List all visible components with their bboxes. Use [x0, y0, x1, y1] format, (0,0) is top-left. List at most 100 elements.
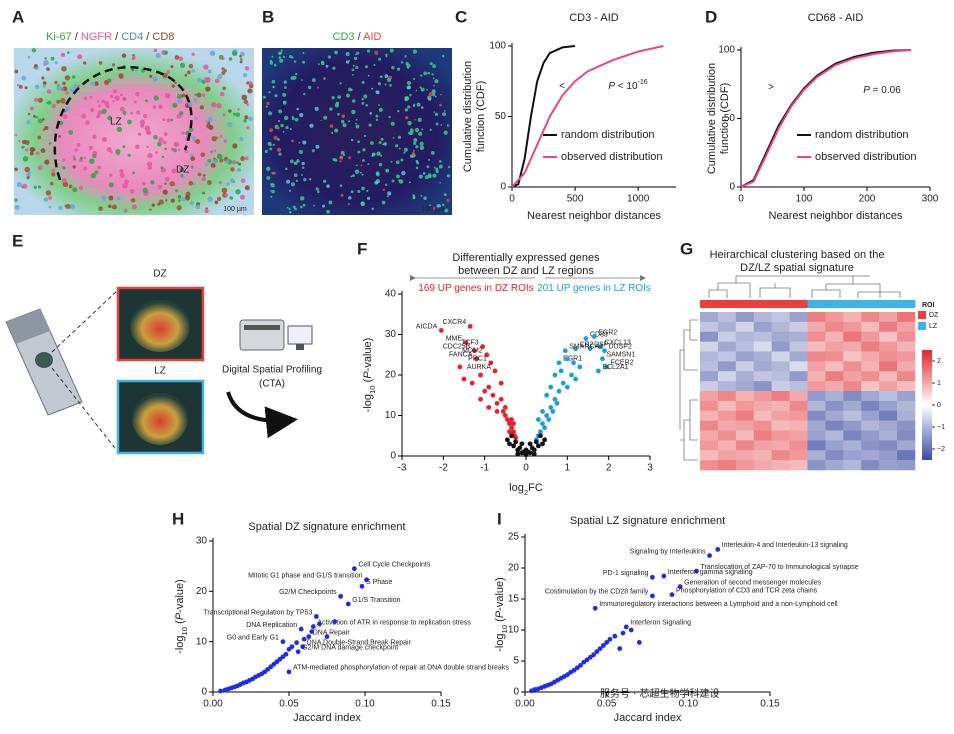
cell — [247, 88, 253, 94]
cell — [61, 177, 67, 183]
cell — [315, 144, 320, 149]
cell — [107, 115, 113, 121]
heat-cell — [807, 450, 826, 461]
text-part: 10 — [500, 625, 509, 634]
cell — [186, 70, 191, 75]
text-part: 2 — [524, 488, 528, 497]
heat-cell — [843, 351, 862, 362]
cell — [285, 179, 291, 184]
cell — [413, 138, 418, 143]
y-tick-label: 100 — [489, 41, 506, 52]
cell — [46, 89, 52, 94]
chart-title: Differentially expressed genes — [452, 252, 600, 264]
cell — [176, 205, 182, 211]
cell — [282, 100, 287, 105]
panel-letter: B — [262, 7, 274, 26]
cell — [272, 171, 276, 175]
heat-cell — [753, 321, 772, 333]
heat-cell — [843, 312, 862, 323]
cell — [374, 50, 379, 55]
heat-cell — [807, 430, 826, 441]
cell — [222, 113, 226, 117]
cell — [419, 141, 424, 146]
heat-cell — [807, 312, 826, 323]
point — [505, 417, 510, 422]
cell — [448, 165, 451, 169]
cell — [101, 99, 106, 104]
cell — [235, 189, 241, 195]
cell — [298, 141, 301, 144]
heat-cell — [771, 381, 790, 392]
cell — [214, 78, 220, 84]
cell — [170, 118, 173, 122]
cell — [363, 94, 368, 99]
cell — [422, 172, 426, 175]
x-tick-label: 0.10 — [679, 699, 699, 710]
cell — [231, 50, 238, 57]
y-tick-label: 10 — [385, 410, 397, 421]
cell — [85, 120, 90, 125]
point — [498, 380, 504, 386]
cell — [221, 70, 226, 75]
cell — [397, 135, 402, 139]
cell — [291, 117, 295, 121]
y-tick-label: 10 — [508, 625, 520, 636]
cell — [240, 156, 245, 161]
heat-cell — [861, 341, 880, 352]
heat-cell — [700, 331, 719, 342]
x-tick-label: 0.05 — [279, 699, 299, 710]
point — [494, 409, 500, 414]
cell — [181, 131, 185, 135]
colorbar-label: −2 — [937, 446, 945, 453]
heat-cell — [807, 391, 826, 402]
cell — [135, 144, 140, 149]
point-label: Phosphorylation of CD3 and TCR zeta chai… — [676, 588, 818, 595]
chart-title: Heirarchical clustering based on the — [710, 249, 885, 261]
point — [538, 433, 543, 439]
point — [694, 568, 699, 574]
cell — [271, 79, 276, 84]
cell — [418, 174, 423, 179]
point — [548, 405, 554, 410]
cell — [335, 101, 339, 105]
cell — [426, 88, 428, 91]
cell — [190, 156, 196, 161]
group-bar — [807, 300, 826, 308]
heat-cell — [735, 460, 755, 471]
cell — [142, 187, 148, 193]
point — [540, 409, 545, 414]
y-axis-label: function (CDF) — [475, 81, 487, 153]
cell — [397, 109, 400, 113]
cell — [352, 174, 355, 177]
cell — [352, 64, 355, 67]
heat-cell — [843, 450, 862, 461]
cell — [389, 48, 394, 53]
cell — [108, 182, 114, 188]
heat-cell — [807, 361, 826, 372]
cell — [278, 152, 282, 156]
cell — [177, 98, 182, 104]
point-label: Generation of second messenger molecules — [684, 579, 821, 586]
cell — [58, 205, 63, 211]
cell — [278, 56, 282, 59]
panel-letter: E — [12, 231, 23, 250]
point — [507, 441, 512, 447]
heat-cell — [789, 321, 808, 333]
cell — [240, 57, 243, 61]
cell — [219, 91, 225, 97]
point-label: CXCR4 — [442, 319, 466, 326]
cell — [153, 48, 158, 53]
heat-cell — [861, 321, 880, 333]
cell — [153, 134, 158, 140]
cell — [271, 55, 274, 58]
cell — [216, 153, 223, 160]
cell — [81, 113, 87, 119]
point — [324, 634, 330, 640]
cell — [296, 159, 300, 163]
cell — [348, 120, 351, 123]
cell — [162, 189, 168, 195]
cell — [391, 179, 395, 183]
cell — [68, 129, 74, 135]
point — [617, 646, 623, 651]
point — [480, 344, 485, 350]
